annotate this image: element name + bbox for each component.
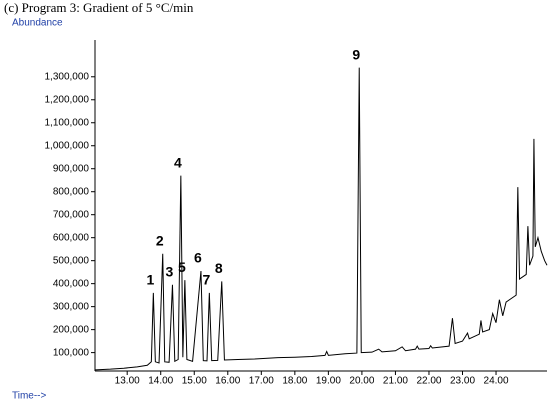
y-tick-label: 400,000 [53,278,90,289]
y-tick-label: 100,000 [53,347,90,358]
x-tick-label: 16.00 [215,376,240,387]
x-tick-label: 20.00 [349,376,374,387]
x-tick-label: 22.00 [416,376,441,387]
x-tick-label: 18.00 [282,376,307,387]
peak-label: 7 [202,272,210,288]
peak-label: 2 [156,232,164,248]
y-tick-label: 700,000 [53,209,90,220]
y-tick-label: 1,100,000 [45,117,90,128]
y-tick-label: 800,000 [53,186,90,197]
peak-label: 6 [194,250,202,266]
y-tick-label: 500,000 [53,255,90,266]
x-tick-label: 17.00 [249,376,274,387]
x-tick-label: 14.00 [148,376,173,387]
trace-line [95,67,548,371]
y-tick-label: 1,000,000 [45,140,90,151]
peak-label: 4 [174,154,182,170]
y-tick-label: 1,300,000 [45,71,90,82]
x-tick-label: 23.00 [450,376,475,387]
x-tick-label: 19.00 [316,376,341,387]
y-tick-label: 900,000 [53,163,90,174]
x-tick-label: 15.00 [182,376,207,387]
peak-label: 3 [166,264,174,280]
y-tick-label: 600,000 [53,232,90,243]
peak-label: 9 [352,46,360,62]
peak-label: 1 [146,272,154,288]
y-tick-label: 200,000 [53,324,90,335]
y-tick-label: 1,200,000 [45,94,90,105]
x-tick-label: 13.00 [115,376,140,387]
peak-label: 8 [215,260,223,276]
x-tick-label: 21.00 [383,376,408,387]
x-tick-label: 24.00 [484,376,509,387]
chart-title: (c) Program 3: Gradient of 5 °C/min [4,0,194,15]
peak-label: 5 [178,259,186,275]
x-axis-title: Time--> [12,391,47,402]
y-tick-label: 300,000 [53,301,90,312]
y-axis-title: Abundance [12,18,63,29]
